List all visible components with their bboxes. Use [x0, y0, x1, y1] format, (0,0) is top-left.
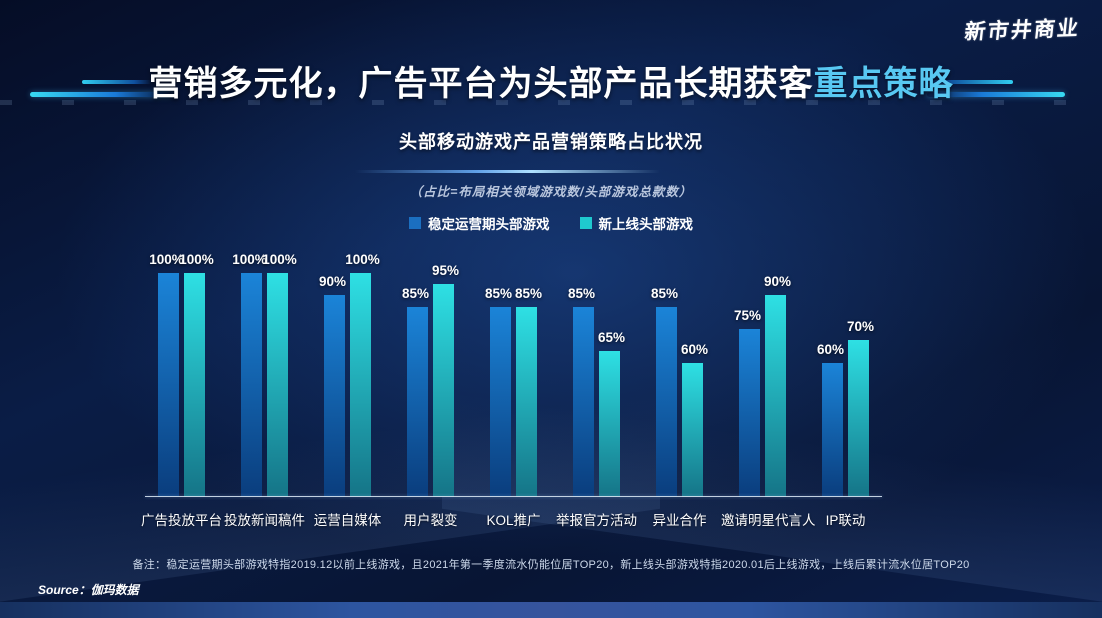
- chart-title: 头部移动游戏产品营销策略占比状况: [399, 132, 703, 152]
- bar-stable-game: [656, 306, 677, 497]
- bar-value-label: 100%: [232, 252, 267, 267]
- legend-item-new: 新上线头部游戏: [579, 213, 694, 233]
- category-label: 广告投放平台: [141, 513, 222, 528]
- bar-stable-game: [490, 306, 511, 497]
- bar-group: 85% 85%: [472, 273, 555, 497]
- category-label: 用户裂变: [403, 513, 458, 528]
- chart-legend: 稳定运营期头部游戏 新上线头部游戏: [0, 213, 1102, 233]
- bar-group: 100% 100%: [223, 252, 306, 497]
- bar-group: 85% 60%: [638, 273, 721, 497]
- title-decor-line-left-bottom: [30, 92, 172, 97]
- bar-group: 85% 65%: [555, 273, 638, 497]
- bar-stable-game: [822, 362, 843, 497]
- category-label: 投放新闻稿件: [224, 513, 305, 528]
- category-label: 运营自媒体: [313, 513, 382, 528]
- bar-new-game: [682, 362, 703, 497]
- bar-new-game: [516, 306, 537, 497]
- bar-value-label: 90%: [318, 274, 347, 290]
- category-label: 邀请明星代言人: [721, 513, 816, 528]
- bar-value-label: 65%: [597, 330, 626, 346]
- title-decor-line-left-top: [82, 80, 152, 84]
- category-label: IP联动: [825, 513, 866, 528]
- bar-value-label: 95%: [431, 263, 460, 279]
- legend-label-stable: 稳定运营期头部游戏: [428, 217, 550, 232]
- bottom-accent-bar: [0, 602, 1102, 618]
- title-decor-line-right-bottom: [927, 92, 1065, 97]
- bar-group: 75% 90%: [721, 273, 804, 497]
- legend-label-new: 新上线头部游戏: [598, 217, 694, 232]
- bar-value-label: 100%: [262, 252, 297, 267]
- category-label: 举报官方活动: [556, 513, 637, 528]
- bar-groups: 100% 100% 100% 100% 90% 100% 85% 95% 85% 85% 85% 65…: [140, 252, 888, 497]
- bar-value-label: 70%: [846, 319, 875, 335]
- bar-new-game: [848, 340, 869, 497]
- page-title-main: 营销多元化，广告平台为头部产品长期获客: [148, 65, 814, 103]
- bar-value-label: 100%: [149, 252, 184, 267]
- bar-stable-game: [739, 329, 760, 497]
- category-label: KOL推广: [486, 513, 541, 528]
- title-decor-line-right-top: [927, 80, 1013, 84]
- bar-stable-game: [573, 306, 594, 497]
- bar-stable-game: [158, 273, 179, 497]
- bar-stable-game: [407, 306, 428, 497]
- legend-swatch-stable: [409, 217, 421, 229]
- bar-value-label: 100%: [179, 252, 214, 267]
- bar-chart: 100% 100% 100% 100% 90% 100% 85% 95% 85% 85% 85% 65…: [140, 252, 888, 497]
- legend-swatch-new: [579, 217, 592, 229]
- bar-stable-game: [324, 295, 345, 497]
- x-axis-line: [145, 496, 882, 497]
- bar-new-game: [350, 273, 371, 497]
- bar-value-label: 85%: [484, 285, 513, 301]
- bar-value-label: 75%: [733, 308, 762, 323]
- bar-new-game: [184, 273, 205, 497]
- bar-value-label: 60%: [816, 341, 845, 357]
- formula-note: （占比=布局相关领域游戏数/头部游戏总款数）: [409, 185, 693, 199]
- bar-group: 85% 95%: [389, 263, 472, 497]
- bar-group: 60% 70%: [804, 273, 887, 497]
- bar-value-label: 85%: [567, 285, 596, 301]
- bar-stable-game: [241, 273, 262, 497]
- footnote: 备注：稳定运营期头部游戏特指2019.12以前上线游戏，且2021年第一季度流水…: [132, 559, 970, 571]
- page-title-highlight: 重点策略: [813, 65, 954, 103]
- page-title: 营销多元化，广告平台为头部产品长期获客重点策略: [0, 58, 1102, 110]
- subtitle-glow-underline: [355, 170, 660, 173]
- dash-texture-line: [0, 100, 1102, 105]
- legend-item-stable: 稳定运营期头部游戏: [409, 213, 550, 233]
- bar-value-label: 85%: [650, 285, 679, 301]
- bar-new-game: [599, 351, 620, 497]
- bar-group: 90% 100%: [306, 252, 389, 497]
- brand-logo: 新市井商业: [963, 15, 1082, 44]
- category-axis-labels: 广告投放平台 投放新闻稿件 运营自媒体 用户裂变 KOL推广 举报官方活动 异业合作 邀请明星…: [140, 509, 888, 529]
- bar-new-game: [433, 284, 454, 497]
- source-credit: Source：伽玛数据: [38, 583, 139, 597]
- bar-group: 100% 100%: [140, 252, 223, 497]
- bar-new-game: [765, 295, 786, 497]
- category-label: 异业合作: [652, 513, 707, 528]
- bar-value-label: 85%: [514, 285, 543, 301]
- bar-value-label: 85%: [401, 285, 430, 301]
- bar-value-label: 100%: [345, 252, 380, 267]
- bar-value-label: 90%: [763, 274, 792, 290]
- bar-new-game: [267, 273, 288, 497]
- bar-value-label: 60%: [680, 341, 709, 357]
